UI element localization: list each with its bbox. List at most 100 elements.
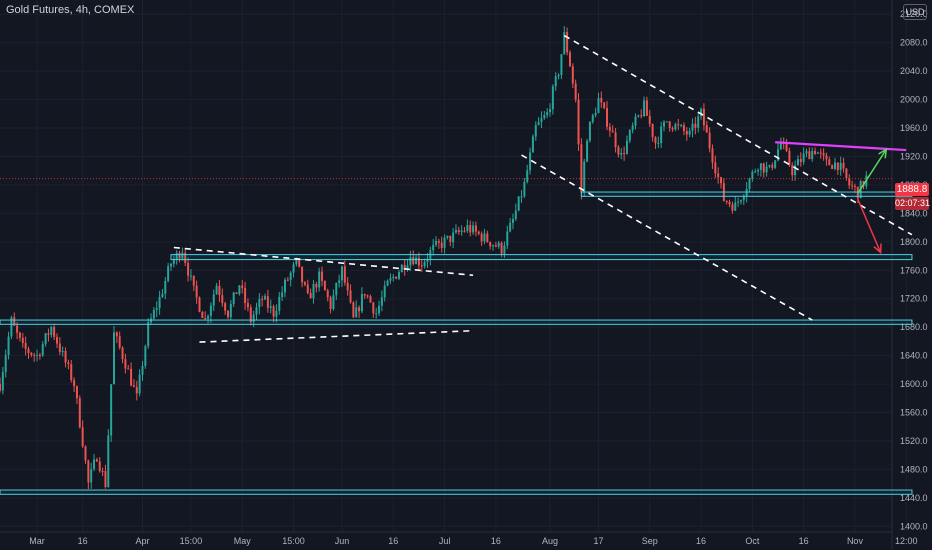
candle-body: [420, 265, 423, 267]
candle-body: [506, 231, 509, 246]
candle-body: [238, 285, 241, 294]
x-tick-label: Jun: [335, 536, 350, 546]
candle-body: [637, 115, 640, 117]
candle-body: [634, 116, 637, 126]
candle-body: [680, 125, 683, 127]
candle-body: [711, 148, 714, 163]
support-zone: [580, 191, 913, 197]
candle-body: [127, 368, 130, 370]
support-zone: [170, 254, 913, 261]
candle-body: [232, 292, 235, 304]
candle-body: [474, 225, 477, 232]
candle-body: [141, 365, 144, 375]
candle-body: [110, 384, 113, 436]
candle-body: [460, 230, 463, 233]
candle-body: [363, 293, 366, 296]
candle-body: [586, 140, 589, 162]
candle-body: [1, 372, 4, 391]
candle-body: [81, 427, 84, 447]
candle-body: [18, 332, 21, 338]
y-tick-label: 2000.0: [900, 95, 928, 105]
projection-arrow: [857, 198, 882, 253]
candle-body: [677, 124, 680, 126]
candle-body: [38, 354, 41, 356]
candle-body: [648, 115, 651, 124]
candle-body: [355, 307, 358, 318]
candle-body: [289, 272, 292, 281]
candle-body: [839, 162, 842, 170]
candle-body: [785, 144, 788, 151]
candle-body: [657, 143, 660, 145]
candle-body: [101, 471, 104, 473]
candle-body: [531, 136, 534, 153]
candle-body: [822, 153, 825, 156]
candle-body: [546, 112, 549, 116]
candle-body: [0, 384, 1, 391]
candle-body: [836, 162, 839, 170]
candle-body: [682, 125, 685, 131]
candle-body: [73, 380, 76, 387]
candle-body: [112, 332, 115, 385]
candle-body: [611, 130, 614, 133]
candle-body: [58, 343, 61, 352]
y-tick-label: 2040.0: [900, 66, 928, 76]
candle-body: [201, 311, 204, 318]
candle-body: [574, 83, 577, 100]
candle-body: [107, 435, 110, 487]
candle-body: [663, 121, 666, 127]
candle-body: [608, 126, 611, 131]
candle-body: [229, 303, 232, 318]
candle-body: [765, 166, 768, 173]
x-tick-label: 15:00: [282, 536, 305, 546]
candle-body: [563, 31, 566, 55]
candle-body: [301, 266, 304, 283]
x-tick-label: 16: [78, 536, 88, 546]
candle-body: [526, 170, 529, 183]
candle-body: [135, 386, 138, 394]
candle-body: [446, 235, 449, 238]
candle-body: [187, 262, 190, 276]
candle-body: [309, 292, 312, 299]
x-tick-label: May: [234, 536, 252, 546]
candle-body: [816, 152, 819, 154]
candle-body: [115, 332, 118, 337]
candle-body: [47, 333, 50, 335]
candle-body: [497, 242, 500, 247]
candle-body: [172, 259, 175, 264]
candle-body: [158, 297, 161, 309]
x-tick-label: 16: [388, 536, 398, 546]
candle-body: [543, 115, 546, 119]
candle-body: [452, 232, 455, 243]
candle-body: [130, 368, 133, 386]
candle-body: [437, 241, 440, 243]
support-zone: [0, 319, 913, 325]
candle-body: [258, 299, 261, 308]
candle-body: [557, 74, 560, 77]
candle-body: [147, 322, 150, 347]
candle-body: [757, 169, 760, 172]
candle-body: [554, 76, 557, 87]
candle-body: [705, 125, 708, 133]
candle-body: [358, 307, 361, 312]
candle-body: [537, 122, 540, 126]
candle-body: [791, 165, 794, 176]
candle-body: [819, 152, 822, 154]
candle-body: [386, 280, 389, 286]
candle-body: [739, 200, 742, 202]
candle-body: [33, 354, 36, 356]
candle-body: [272, 306, 275, 317]
candle-body: [651, 123, 654, 138]
candle-body: [628, 130, 631, 141]
currency-button[interactable]: USD: [903, 4, 927, 20]
y-tick-label: 1960.0: [900, 123, 928, 133]
candle-body: [742, 196, 745, 201]
candle-body: [55, 337, 58, 344]
candle-body: [777, 149, 780, 161]
candle-body: [161, 293, 164, 298]
candle-body: [249, 307, 252, 322]
candle-body: [606, 107, 609, 127]
y-tick-label: 1800.0: [900, 237, 928, 247]
candle-body: [454, 230, 457, 233]
candle-body: [312, 284, 315, 299]
